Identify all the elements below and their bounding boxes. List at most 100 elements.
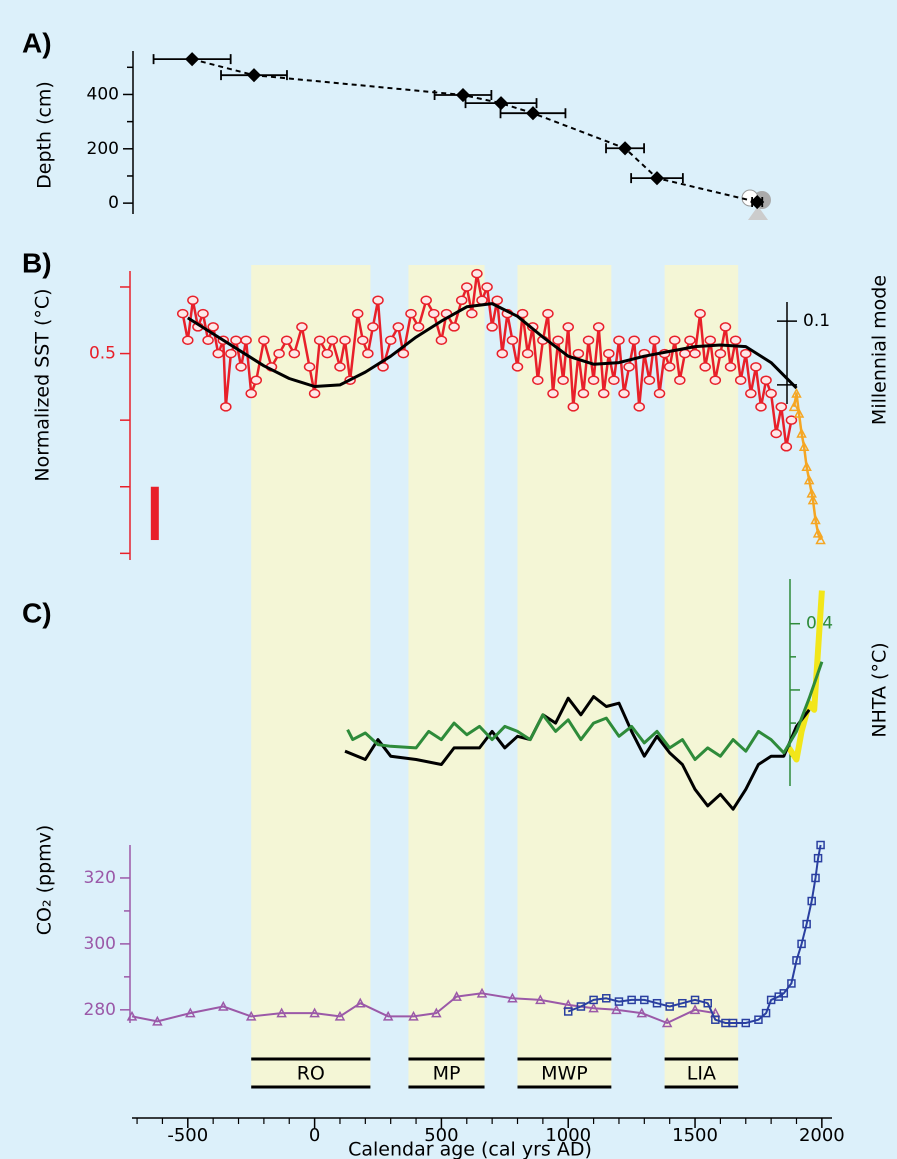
marker (245, 1010, 257, 1021)
marker (684, 335, 696, 346)
panel-title: A) (22, 27, 52, 58)
marker (273, 348, 285, 359)
marker (740, 348, 752, 359)
marker (471, 268, 483, 279)
marker (362, 348, 374, 359)
marker (397, 348, 410, 359)
marker (588, 1002, 599, 1013)
marker (461, 282, 473, 292)
marker (801, 461, 812, 472)
marker (689, 348, 701, 359)
marker (309, 1007, 320, 1018)
marker (420, 295, 432, 306)
marker (741, 1018, 751, 1028)
marker (780, 442, 793, 452)
series-line (786, 590, 825, 763)
marker (567, 402, 580, 412)
marker (587, 375, 600, 385)
y-axis-title: Normalized SST (°C) (32, 288, 54, 481)
marker (491, 295, 503, 306)
marker (496, 348, 509, 359)
marker (552, 335, 564, 346)
marker (653, 388, 666, 399)
y-tick-label: 400 (87, 84, 119, 104)
marker (202, 335, 214, 346)
marker (652, 998, 662, 1008)
marker (466, 308, 478, 319)
marker (176, 308, 189, 319)
marker (185, 1007, 196, 1018)
marker (563, 1007, 573, 1016)
marker (405, 308, 417, 319)
marker (669, 335, 681, 346)
marker (788, 401, 800, 412)
marker (240, 335, 252, 346)
marker (572, 348, 585, 359)
marker (792, 956, 801, 965)
marker (126, 1010, 138, 1021)
marker (187, 295, 199, 306)
marker (507, 992, 518, 1003)
marker (811, 873, 820, 883)
marker (351, 308, 364, 319)
marker (815, 534, 826, 545)
marker (614, 997, 624, 1006)
marker (185, 52, 200, 67)
marker (709, 375, 722, 385)
marker (412, 322, 425, 332)
marker (486, 322, 498, 332)
marker (245, 388, 257, 399)
marker (755, 402, 767, 412)
marker (516, 308, 529, 319)
marker (230, 335, 242, 346)
x-tick-label: 0 (309, 1125, 320, 1146)
marker (665, 1002, 674, 1011)
marker (481, 282, 493, 292)
marker (280, 335, 293, 346)
marker (770, 428, 782, 439)
marker (618, 388, 630, 399)
marker (661, 1017, 673, 1028)
marker (754, 1015, 763, 1024)
marker (608, 375, 620, 385)
marker (218, 1000, 229, 1011)
marker (225, 348, 237, 359)
marker (719, 322, 732, 332)
marker (760, 375, 772, 385)
marker (807, 896, 816, 906)
marker (679, 348, 691, 359)
marker (689, 1004, 701, 1015)
period-band (251, 265, 371, 1087)
marker (197, 308, 209, 319)
marker (813, 853, 823, 863)
marker (745, 388, 757, 399)
marker (408, 1010, 419, 1021)
marker (785, 415, 798, 425)
marker (357, 335, 369, 346)
marker (812, 527, 824, 538)
period-label: LIA (687, 1063, 716, 1085)
marker (750, 194, 765, 210)
marker (276, 1007, 287, 1018)
marker (511, 362, 524, 372)
marker (250, 375, 263, 385)
marker (582, 335, 595, 346)
x-axis-title: Calendar age (cal yrs AD) (348, 1139, 592, 1159)
x-tick-label: 2000 (799, 1125, 845, 1146)
marker (611, 1004, 622, 1015)
marker (678, 998, 687, 1008)
marker (761, 1008, 771, 1018)
marker (633, 402, 645, 412)
marker (435, 335, 448, 346)
marker (734, 375, 747, 385)
marker (798, 441, 810, 452)
marker (627, 995, 636, 1005)
marker (623, 362, 635, 372)
period-label: MWP (541, 1063, 588, 1085)
marker (334, 362, 346, 372)
marker (562, 322, 574, 332)
panel-title: B) (22, 247, 52, 278)
marker (648, 335, 661, 346)
marker (476, 987, 488, 998)
